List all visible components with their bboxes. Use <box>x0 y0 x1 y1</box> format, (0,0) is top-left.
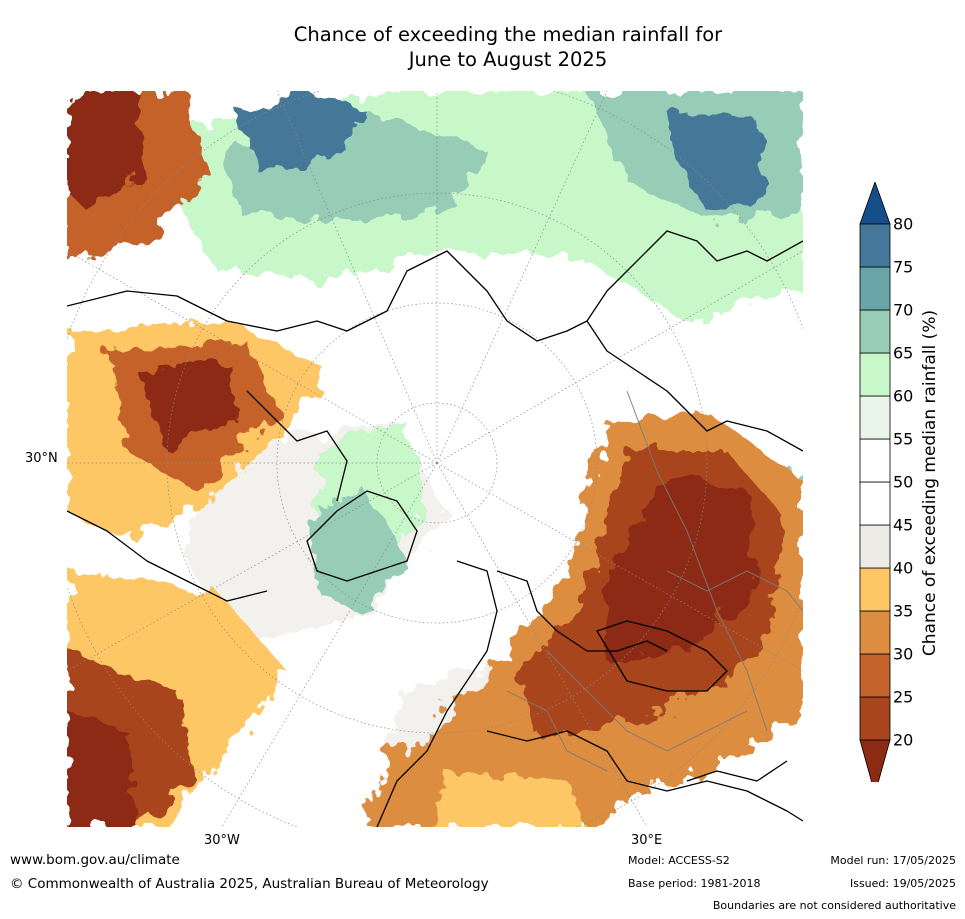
website-text: www.bom.gov.au/climate <box>10 852 180 868</box>
colorbar-swatch <box>859 696 891 741</box>
colorbar-swatch <box>859 395 891 440</box>
colorbar-tick-label: 75 <box>893 257 914 277</box>
colorbar-tick-label: 35 <box>893 601 914 621</box>
colorbar-tick-label: 55 <box>893 429 914 449</box>
colorbar-tick-label: 20 <box>893 730 914 750</box>
base-period-text: Base period: 1981-2018 <box>628 877 761 890</box>
colorbar-extend-low <box>859 739 891 782</box>
colorbar-swatch <box>859 266 891 311</box>
colorbar-tick-label: 60 <box>893 386 914 406</box>
colorbar-tick-label: 45 <box>893 515 914 535</box>
title-line-1: Chance of exceeding the median rainfall … <box>293 23 723 46</box>
colorbar-swatch <box>859 309 891 354</box>
colorbar-swatch <box>859 223 891 268</box>
colorbar-tick-label: 40 <box>893 558 914 578</box>
colorbar-swatch <box>859 653 891 698</box>
colorbar-tick-label: 30 <box>893 644 914 664</box>
colorbar-swatch <box>859 524 891 569</box>
colorbar-tick-label: 25 <box>893 687 914 707</box>
colorbar-swatch <box>859 567 891 612</box>
lon-label-30e: 30°E <box>631 833 663 848</box>
colorbar-tick-label: 50 <box>893 472 914 492</box>
copyright-text: © Commonwealth of Australia 2025, Austra… <box>10 876 489 892</box>
colorbar-swatch <box>859 352 891 397</box>
issued-text: Issued: 19/05/2025 <box>849 877 956 890</box>
chart-title: Chance of exceeding the median rainfall … <box>230 22 786 72</box>
colorbar-tick-label: 65 <box>893 343 914 363</box>
model-run-text: Model run: 17/05/2025 <box>830 854 956 867</box>
rainfall-map <box>67 91 803 827</box>
coastlines <box>67 230 803 827</box>
colorbar-title: Chance of exceeding median rainfall (%) <box>920 309 940 657</box>
colorbar-swatch <box>859 438 891 483</box>
colorbar-tick-label: 70 <box>893 300 914 320</box>
country-borders <box>506 390 803 772</box>
lon-label-30w: 30°W <box>204 833 240 848</box>
title-line-2: June to August 2025 <box>408 48 608 71</box>
colorbar-extend-high <box>859 182 891 225</box>
colorbar-swatch <box>859 610 891 655</box>
boundaries-note: Boundaries are not considered authoritat… <box>712 899 956 912</box>
colorbar-swatch <box>859 481 891 526</box>
graticule <box>67 91 803 827</box>
model-text: Model: ACCESS-S2 <box>628 854 730 867</box>
colorbar <box>859 182 891 782</box>
colorbar-tick-label: 80 <box>893 214 914 234</box>
lat-label-30n: 30°N <box>25 451 58 466</box>
rainfall-field <box>67 91 803 827</box>
